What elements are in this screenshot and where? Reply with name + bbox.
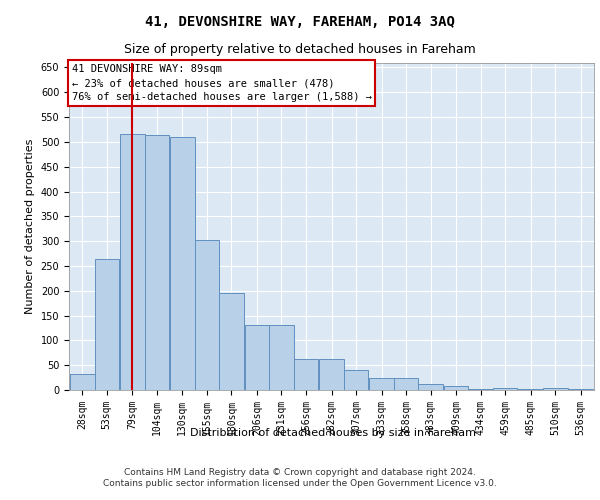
Bar bbox=[319, 358, 344, 390]
Bar bbox=[543, 388, 568, 390]
Bar bbox=[194, 240, 219, 390]
Bar bbox=[145, 136, 169, 390]
Text: Contains HM Land Registry data © Crown copyright and database right 2024.
Contai: Contains HM Land Registry data © Crown c… bbox=[103, 468, 497, 487]
Bar bbox=[269, 326, 294, 390]
Bar bbox=[344, 370, 368, 390]
Bar bbox=[518, 388, 543, 390]
Bar bbox=[418, 384, 443, 390]
Bar bbox=[70, 374, 95, 390]
Bar bbox=[120, 134, 145, 390]
Bar bbox=[245, 326, 269, 390]
Bar bbox=[469, 388, 493, 390]
Text: Distribution of detached houses by size in Fareham: Distribution of detached houses by size … bbox=[190, 428, 476, 438]
Text: 41 DEVONSHIRE WAY: 89sqm
← 23% of detached houses are smaller (478)
76% of semi-: 41 DEVONSHIRE WAY: 89sqm ← 23% of detach… bbox=[71, 64, 371, 102]
Bar bbox=[294, 358, 318, 390]
Bar bbox=[394, 378, 418, 390]
Bar bbox=[219, 293, 244, 390]
Text: 41, DEVONSHIRE WAY, FAREHAM, PO14 3AQ: 41, DEVONSHIRE WAY, FAREHAM, PO14 3AQ bbox=[145, 15, 455, 29]
Bar bbox=[369, 378, 394, 390]
Bar bbox=[170, 138, 194, 390]
Text: Size of property relative to detached houses in Fareham: Size of property relative to detached ho… bbox=[124, 42, 476, 56]
Bar bbox=[493, 388, 517, 390]
Y-axis label: Number of detached properties: Number of detached properties bbox=[25, 138, 35, 314]
Bar bbox=[444, 386, 469, 390]
Bar bbox=[568, 388, 593, 390]
Bar bbox=[95, 260, 119, 390]
